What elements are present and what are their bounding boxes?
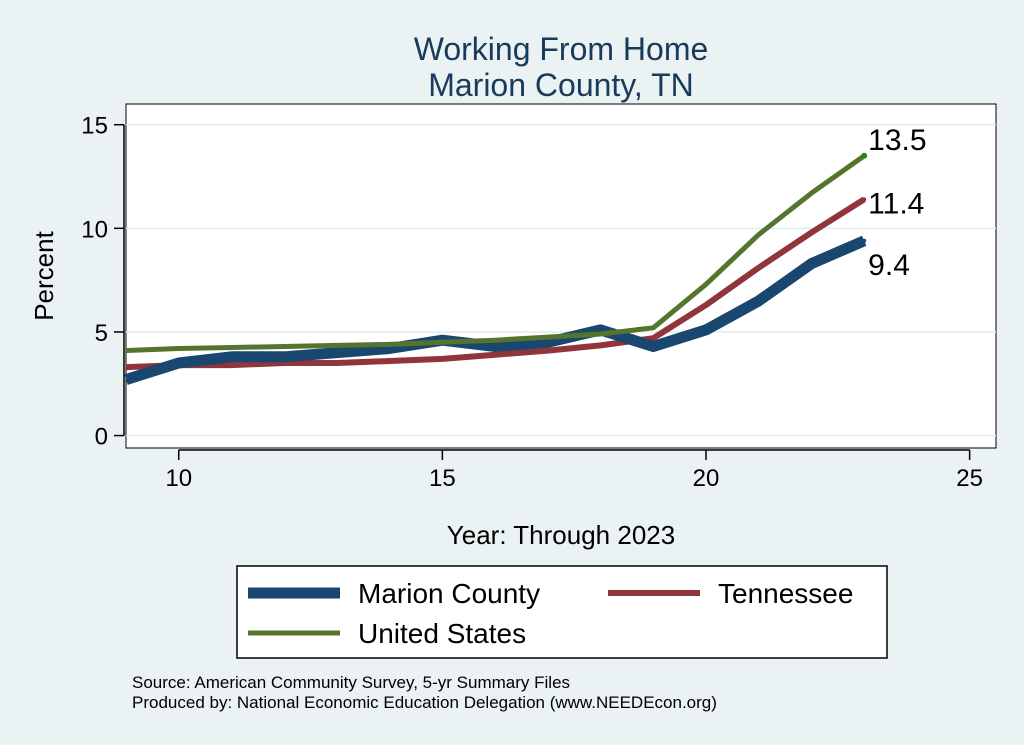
series-end-marker-tennessee: [862, 197, 867, 202]
series-line-tennessee: [125, 196, 866, 371]
end-label-tennessee: 11.4: [868, 187, 924, 220]
chart-title-line-2: Marion County, TN: [428, 67, 694, 103]
y-tick-label-0: 0: [95, 424, 108, 451]
end-label-united-states: 13.5: [868, 124, 926, 157]
x-tick-label-10: 10: [165, 465, 192, 492]
source-note: Source: American Community Survey, 5-yr …: [132, 673, 570, 692]
series-end-marker-marion-county: [862, 238, 867, 243]
series-lines: [124, 152, 868, 385]
y-tick-label-10: 10: [81, 216, 108, 243]
x-tick-label-25: 25: [956, 465, 983, 492]
legend-label-tennessee: Tennessee: [718, 578, 853, 609]
legend-label-marion-county: Marion County: [358, 578, 540, 609]
y-axis-label: Percent: [29, 230, 59, 320]
legend: Marion County Tennessee United States: [236, 565, 888, 659]
end-label-marion-county: 9.4: [868, 249, 910, 282]
y-tick-label-5: 5: [95, 320, 108, 347]
producer-note: Produced by: National Economic Education…: [132, 693, 717, 712]
plot-background: [125, 103, 997, 449]
series-line-marion-county: [124, 235, 867, 385]
series-line-united-states: [125, 153, 866, 354]
end-labels: 9.4 11.4 13.5: [868, 124, 926, 282]
y-tick-label-15: 15: [81, 113, 108, 140]
grid-lines: [126, 123, 996, 437]
x-tick-label-20: 20: [693, 465, 720, 492]
x-tick-label-15: 15: [429, 465, 456, 492]
axes: 0 5 10 15 10 15 20 25: [81, 113, 983, 492]
chart-title-line-1: Working From Home: [414, 31, 709, 67]
legend-box: [236, 565, 888, 659]
legend-label-united-states: United States: [358, 618, 526, 649]
series-end-marker-united-states: [861, 152, 868, 159]
x-axis-label: Year: Through 2023: [447, 520, 675, 550]
